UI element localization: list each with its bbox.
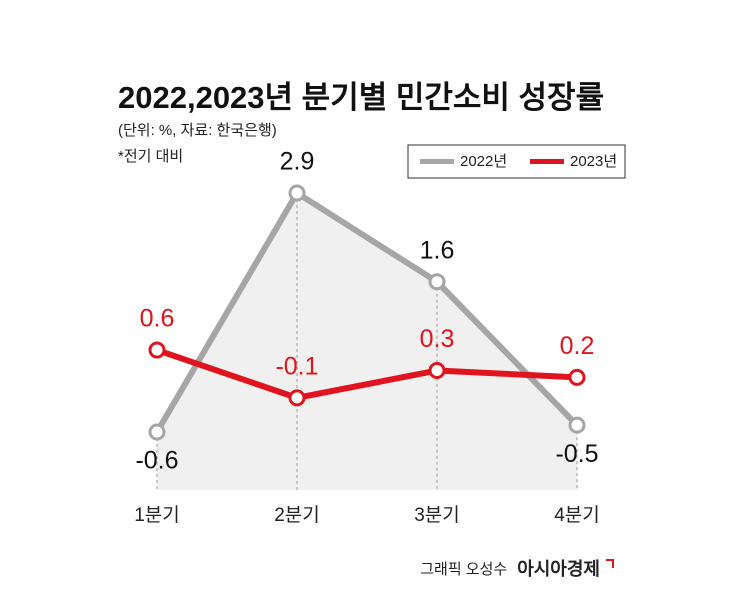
x-tick-label: 1분기 (134, 504, 180, 526)
point (428, 362, 446, 380)
legend-label: 2023년 (570, 153, 617, 170)
credit-brand: 아시아경제 (517, 559, 600, 579)
value-label: 0.3 (420, 325, 455, 353)
x-tick-label: 2분기 (274, 504, 320, 526)
chart-title: 2022,2023년 분기별 민간소비 성장률 (118, 80, 604, 115)
point (568, 416, 586, 434)
value-label: -0.6 (135, 447, 178, 475)
value-label: 2.9 (280, 148, 315, 176)
point (148, 423, 166, 441)
line (156, 347, 578, 401)
brand-mark (606, 559, 614, 568)
value-label: -0.5 (555, 440, 598, 468)
value-label: 0.6 (140, 305, 175, 333)
point (428, 273, 446, 291)
value-label: 0.2 (560, 332, 595, 360)
point (288, 184, 306, 202)
chart-subtitle: (단위: %, 자료: 한국은행) (118, 122, 277, 139)
x-tick-label: 3분기 (414, 504, 460, 526)
legend-label: 2022년 (460, 153, 507, 170)
chart-note: *전기 대비 (118, 148, 183, 165)
x-tick-label: 4분기 (554, 504, 600, 526)
value-label: -0.1 (275, 352, 318, 380)
point (568, 368, 586, 386)
credit-author: 그래픽 오성수 (420, 561, 507, 578)
credit: 그래픽 오성수 아시아경제 (420, 559, 600, 579)
point (288, 389, 306, 407)
point (148, 341, 166, 359)
line (154, 190, 580, 434)
value-label: 1.6 (420, 236, 455, 264)
area (157, 193, 577, 490)
